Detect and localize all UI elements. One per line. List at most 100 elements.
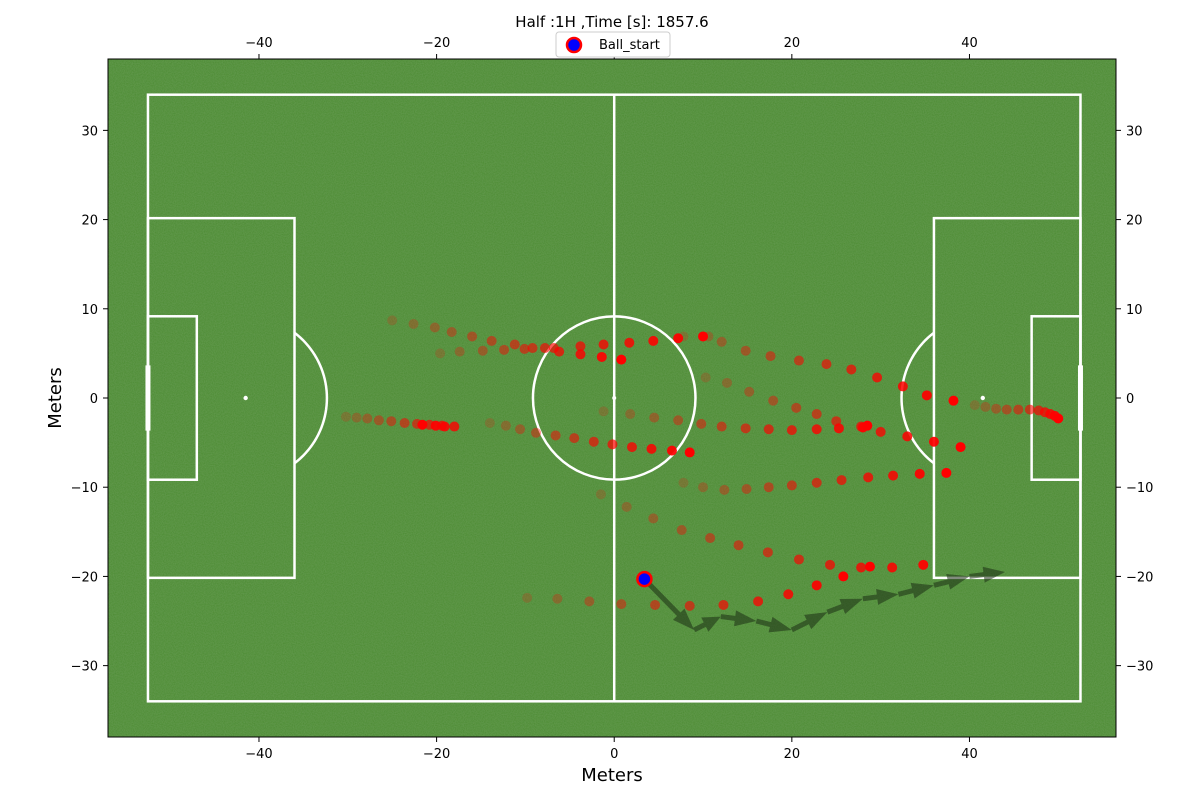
player-point <box>417 419 428 430</box>
y-tick-label-left: 30 <box>81 124 98 139</box>
center-circle <box>531 315 697 481</box>
player-point <box>705 533 716 544</box>
player-point <box>897 381 908 392</box>
pitch-markings <box>145 93 1083 703</box>
player-point <box>698 331 709 342</box>
player-point <box>740 423 751 434</box>
player-point <box>676 525 687 536</box>
player-point <box>765 351 776 362</box>
player-point <box>733 540 744 551</box>
x-tick-label-top: 40 <box>961 36 978 51</box>
player-point <box>673 415 684 426</box>
trajectory-arrow <box>693 616 721 633</box>
axis-ticks: −40 −40 −20 −20 0 0 20 20 40 40 −30 −30 −20 −20 −10 −10… <box>71 36 1154 762</box>
player-tracks <box>341 315 1064 611</box>
player-point <box>575 349 586 360</box>
player-point <box>791 402 802 413</box>
player-point <box>902 431 913 442</box>
x-tick-label-top: −40 <box>245 36 272 51</box>
player-point <box>836 475 847 486</box>
player-point <box>527 343 538 354</box>
pitch-background <box>108 59 1116 737</box>
player-point <box>928 436 939 447</box>
player-point <box>500 420 511 431</box>
player-point <box>509 339 520 350</box>
player-point <box>550 430 561 441</box>
player-point <box>454 346 465 357</box>
trajectory-arrow-shape <box>897 582 934 599</box>
player-point <box>716 421 727 432</box>
player-point <box>430 420 441 431</box>
player-point <box>387 315 398 326</box>
y-tick-label-left: 0 <box>90 392 98 407</box>
player-point <box>539 343 550 354</box>
player-point <box>515 424 526 435</box>
x-tick-label-top: 20 <box>784 36 801 51</box>
player-point <box>991 403 1002 414</box>
player-point <box>666 445 677 456</box>
player-point <box>467 331 478 342</box>
player-point <box>783 589 794 600</box>
y-axis-title: Meters <box>45 367 66 429</box>
player-point <box>719 484 730 495</box>
player-point <box>793 554 804 565</box>
x-tick-label-bottom: 0 <box>610 747 618 762</box>
y-tick-label-left: −10 <box>71 481 98 496</box>
y-tick-label-right: 10 <box>1126 303 1143 318</box>
player-point <box>741 483 752 494</box>
player-point <box>862 420 873 431</box>
player-point <box>716 336 727 347</box>
player-point <box>1024 404 1035 415</box>
player-point <box>763 482 774 493</box>
trajectory-arrow <box>755 616 792 633</box>
x-axis-title: Meters <box>581 765 643 786</box>
trajectory-arrow-shape <box>693 616 721 633</box>
player-point <box>648 335 659 346</box>
player-point <box>598 339 609 350</box>
y-tick-label-left: −20 <box>71 570 98 585</box>
trajectory-arrow <box>897 582 934 599</box>
trajectory-arrow-shape <box>862 589 899 605</box>
player-point <box>763 424 774 435</box>
player-point <box>918 559 929 570</box>
player-point <box>786 480 797 491</box>
player-point <box>446 326 457 337</box>
player-point <box>522 592 533 603</box>
y-tick-label-left: −30 <box>71 660 98 675</box>
left-penalty-spot <box>243 395 248 401</box>
player-point <box>386 416 397 427</box>
legend-box <box>555 31 671 58</box>
y-tick-label-right: −30 <box>1126 660 1153 675</box>
player-point <box>875 426 886 437</box>
player-point <box>753 596 764 607</box>
player-point <box>864 561 875 572</box>
player-point <box>650 599 661 610</box>
left-penalty-arc <box>293 331 329 465</box>
player-point <box>786 425 797 436</box>
player-point <box>740 345 751 356</box>
player-point <box>477 345 488 356</box>
y-tick-label-right: −10 <box>1126 481 1153 496</box>
center-spot <box>612 396 617 400</box>
legend: Ball_start <box>555 31 671 58</box>
player-point <box>744 386 755 397</box>
player-point <box>887 562 898 573</box>
player-point <box>625 409 636 420</box>
y-tick-label-right: −20 <box>1126 570 1153 585</box>
player-point <box>914 468 925 479</box>
player-point <box>616 354 627 365</box>
legend-ball-marker <box>565 36 583 54</box>
trajectory-arrow-shape <box>933 574 970 590</box>
y-tick-label-right: 30 <box>1126 124 1143 139</box>
player-point <box>888 470 899 481</box>
player-point <box>700 372 711 383</box>
player-point <box>863 472 874 483</box>
ball-marker-group <box>636 570 653 588</box>
trajectory-arrow-shape <box>720 610 757 627</box>
right-penalty-spot <box>980 395 985 401</box>
player-point <box>969 400 980 411</box>
trajectory-arrow <box>720 610 757 627</box>
player-point <box>684 600 695 611</box>
player-point <box>941 467 952 478</box>
player-point <box>921 390 932 401</box>
